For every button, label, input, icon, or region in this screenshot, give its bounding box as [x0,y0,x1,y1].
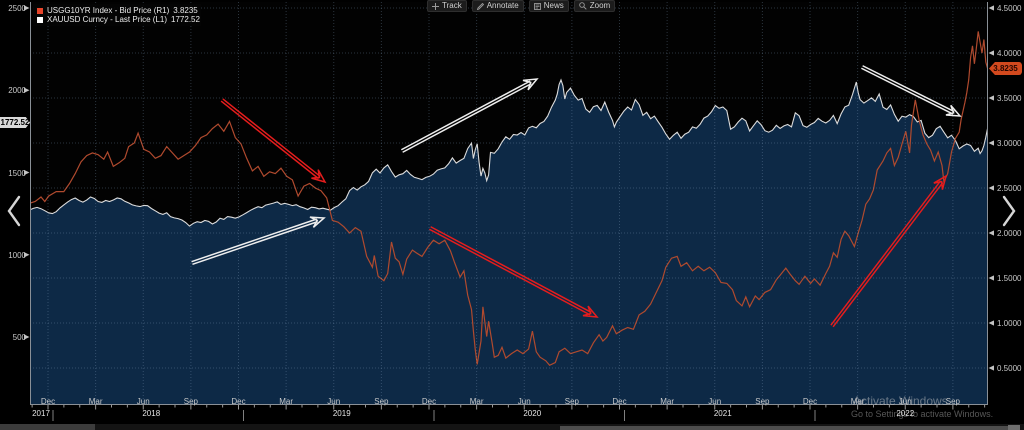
month-label: Sep [945,397,960,406]
gold-area-fill [30,79,988,404]
month-label: Jun [517,397,531,406]
month-label: Dec [421,397,437,406]
left-axis-tick-label: 1000 [8,250,26,260]
month-label: Dec [802,397,818,406]
bottom-scrollbar [0,424,1024,430]
right-axis-tick-label: 3.5000 [997,94,1022,103]
left-axis-tick-label: 2000 [8,86,26,96]
month-label: Mar [660,397,675,406]
track-button[interactable]: Track [427,0,467,12]
us10y-yield-line [30,31,988,367]
right-axis-tick-label: 1.5000 [997,274,1022,283]
left-axis-tick-label: 2500 [8,4,26,13]
annotate-label: Annotate [486,1,519,10]
month-label: Dec [231,397,246,406]
month-label: Jun [898,397,912,406]
annotation-arrows [191,65,962,328]
legend-series-value: 1772.52 [171,15,200,24]
month-label: Sep [374,397,389,406]
gold-price-line [30,78,988,227]
chart-toolbar: Track Annotate News Zoom [427,0,616,12]
month-label: Jun [327,397,341,406]
right-axis-tick-label: 4.5000 [997,4,1022,13]
gridlines [30,2,988,404]
month-ticks [31,405,986,410]
news-label: News [543,1,564,10]
year-label: 2018 [142,409,161,418]
month-label: Mar [469,397,484,406]
gold-last-price-badge: 1772.52 [0,117,30,128]
month-label: Dec [612,397,627,406]
legend-series-value: 3.8235 [173,6,198,15]
arrow-annotation [220,98,327,184]
month-label: Dec [40,397,56,406]
month-label: Mar [279,397,294,406]
annotate-icon [476,2,484,10]
activate-windows-watermark: Activate Windows [853,394,948,408]
scroll-right-button[interactable] [1001,194,1017,233]
year-label: 2022 [896,409,915,418]
right-axis-tick-label: 4.0000 [997,49,1022,58]
year-label: 2020 [523,409,542,418]
month-label: Sep [564,397,579,406]
scrollbar-thumb[interactable] [560,426,1008,430]
arrow-annotation [191,216,326,266]
arrow-annotation [428,226,599,318]
right-axis-tick-label: 3.0000 [997,139,1022,148]
right-axis-tick-label: 2.0000 [997,229,1022,238]
annotate-button[interactable]: Annotate [471,0,524,12]
news-button[interactable]: News [528,0,569,12]
month-label: Sep [183,397,198,406]
year-label: 2017 [32,409,50,418]
month-label: Mar [88,397,103,406]
series-swatch-usgg10yr [37,7,43,14]
zoom-label: Zoom [589,1,611,10]
chart-legend: USGG10YR Index - Bid Price (R1) 3.8235 X… [33,4,201,26]
plot-border [30,2,988,405]
month-label: Jun [136,397,150,406]
month-label: Jun [708,397,722,406]
track-label: Track [442,1,462,10]
year-label: 2019 [332,409,351,418]
arrow-annotation [830,174,948,328]
month-label: Sep [755,397,770,406]
year-label: 2021 [713,409,732,418]
legend-series-name: USGG10YR Index - Bid Price (R1) [47,6,170,15]
left-axis-tick-label: 1500 [8,168,26,178]
right-axis-tick-label: 2.5000 [997,184,1022,193]
left-axis-tick-label: 500 [12,333,26,342]
zoom-icon [579,2,587,10]
arrow-annotation [861,65,962,117]
legend-series-name: XAUUSD Curncy - Last Price (L1) [47,15,168,24]
zoom-button[interactable]: Zoom [573,0,616,12]
taskbar-fragment [0,424,95,430]
yield-last-price-badge: 3.8235 [989,62,1022,75]
year-dividers [52,410,816,421]
arrow-annotation [400,78,539,153]
legend-item-usgg10yr[interactable]: USGG10YR Index - Bid Price (R1) 3.8235 [37,6,198,15]
right-axis-tick-label: 1.0000 [997,319,1022,328]
right-axis-tick-label: 0.5000 [997,364,1022,373]
scroll-left-button[interactable] [6,194,22,233]
activate-windows-watermark-sub: Go to Settings to activate Windows. [851,409,994,419]
legend-item-xauusd[interactable]: XAUUSD Curncy - Last Price (L1) 1772.52 [37,15,200,24]
month-label: Mar [850,397,865,406]
scrollbar-nub[interactable] [1008,425,1020,430]
axis-ticks [24,5,994,371]
news-icon [533,2,541,10]
track-icon [432,2,439,10]
series-swatch-xauusd [37,16,43,23]
